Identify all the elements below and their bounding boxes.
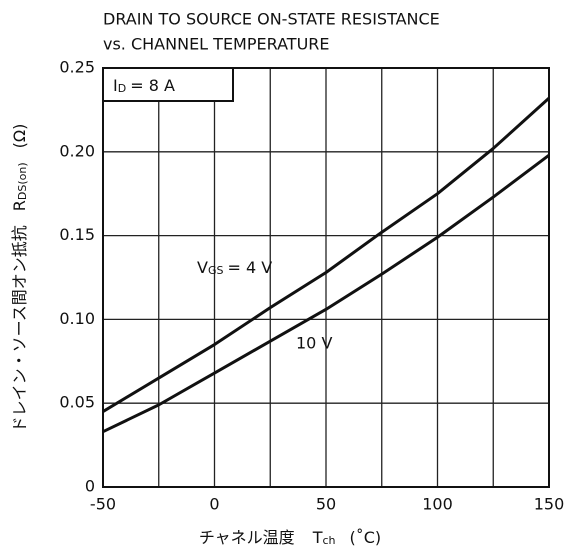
x-tick-label: -50 bbox=[90, 495, 116, 514]
series-label-text: = 4 V bbox=[227, 258, 272, 277]
series-label: VGS = 4 V bbox=[197, 258, 272, 278]
series-label-symbol: V bbox=[197, 258, 208, 277]
x-label-subscript: ch bbox=[322, 534, 335, 547]
series-label-subscript: GS bbox=[208, 264, 224, 277]
x-tick-label: 50 bbox=[316, 495, 336, 514]
annotation-box bbox=[102, 67, 234, 102]
y-tick-label: 0.05 bbox=[59, 393, 95, 412]
x-label-symbol: T bbox=[312, 528, 323, 547]
y-tick-label: 0.25 bbox=[59, 58, 95, 77]
y-tick-label: 0.15 bbox=[59, 225, 95, 244]
y-label-text: ドレイン・ソース間オン抵抗 bbox=[10, 225, 29, 432]
series-line bbox=[102, 153, 550, 434]
x-label-text: チャネル温度 bbox=[199, 528, 295, 547]
x-tick-label: 100 bbox=[422, 495, 453, 514]
x-tick-label: 0 bbox=[209, 495, 219, 514]
y-label-symbol: R bbox=[10, 200, 29, 211]
annotation: ID = 8 A bbox=[113, 76, 175, 96]
x-label-unit: (˚C) bbox=[350, 528, 382, 547]
annotation-subscript: D bbox=[118, 82, 126, 95]
y-tick-label: 0.20 bbox=[59, 141, 95, 160]
y-axis-label: ドレイン・ソース間オン抵抗 RDS(on) (Ω) bbox=[10, 124, 30, 433]
y-label-subscript: DS(on) bbox=[16, 162, 29, 200]
annotation-symbol: I bbox=[113, 76, 118, 95]
annotation-text: = 8 A bbox=[130, 76, 175, 95]
y-tick-label: 0 bbox=[85, 477, 95, 496]
x-axis-label: チャネル温度 Tch (˚C) bbox=[199, 528, 381, 548]
plot-frame bbox=[102, 67, 550, 488]
x-tick-label: 150 bbox=[534, 495, 565, 514]
chart-title: DRAIN TO SOURCE ON-STATE RESISTANCE bbox=[103, 10, 440, 29]
series-line bbox=[102, 97, 551, 413]
series-label: 10 V bbox=[296, 334, 332, 353]
y-tick-label: 0.10 bbox=[59, 309, 95, 328]
chart-title: vs. CHANNEL TEMPERATURE bbox=[103, 35, 330, 54]
y-label-unit: (Ω) bbox=[10, 124, 29, 149]
